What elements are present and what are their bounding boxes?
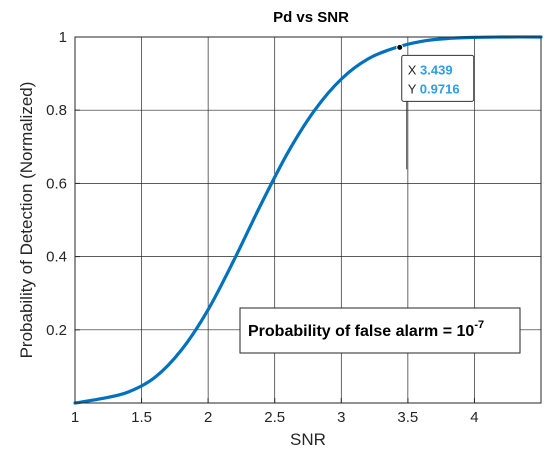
datatip-y-label: Y bbox=[408, 81, 417, 96]
annotation-text: Probability of false alarm = 10-7 bbox=[248, 319, 484, 340]
datatip-x-row: X 3.439 bbox=[408, 62, 453, 77]
x-tick-label: 3 bbox=[337, 409, 345, 426]
y-tick-label: 0.6 bbox=[46, 175, 67, 192]
x-tick-label: 2 bbox=[204, 409, 212, 426]
pd-curve-line bbox=[73, 35, 543, 405]
y-tick-label: 0.8 bbox=[46, 102, 67, 119]
x-axis-label: SNR bbox=[290, 430, 326, 449]
y-axis-label: Probability of Detection (Normalized) bbox=[17, 82, 36, 359]
chart-title: Pd vs SNR bbox=[273, 9, 349, 26]
annotation-box bbox=[239, 307, 521, 354]
x-tick-label: 4 bbox=[470, 409, 478, 426]
false-alarm-annotation: Probability of false alarm = 10-7 bbox=[239, 307, 521, 354]
x-tick-label: 1.5 bbox=[131, 409, 152, 426]
datatip-y-value: 0.9716 bbox=[420, 81, 460, 96]
datatip-x-label: X bbox=[408, 62, 417, 77]
datatip-y-row: Y 0.9716 bbox=[408, 81, 460, 96]
datatip[interactable]: X 3.439 Y 0.9716 bbox=[396, 43, 475, 170]
y-tick-label: 1 bbox=[59, 29, 67, 46]
y-tick-label: 0.4 bbox=[46, 249, 67, 266]
x-axis-ticks: 1 1.5 2 2.5 3 3.5 4 bbox=[71, 398, 479, 426]
y-tick-label: 0.2 bbox=[46, 322, 67, 339]
annotation-superscript: -7 bbox=[474, 319, 484, 331]
x-tick-label: 1 bbox=[71, 409, 79, 426]
datatip-box[interactable] bbox=[401, 54, 475, 102]
plot-frame bbox=[74, 36, 542, 404]
x-tick-label: 2.5 bbox=[264, 409, 285, 426]
annotation-main-text: Probability of false alarm = 10 bbox=[248, 323, 474, 340]
datatip-marker[interactable] bbox=[396, 43, 404, 51]
x-tick-label: 3.5 bbox=[397, 409, 418, 426]
datatip-x-value: 3.439 bbox=[420, 62, 453, 77]
